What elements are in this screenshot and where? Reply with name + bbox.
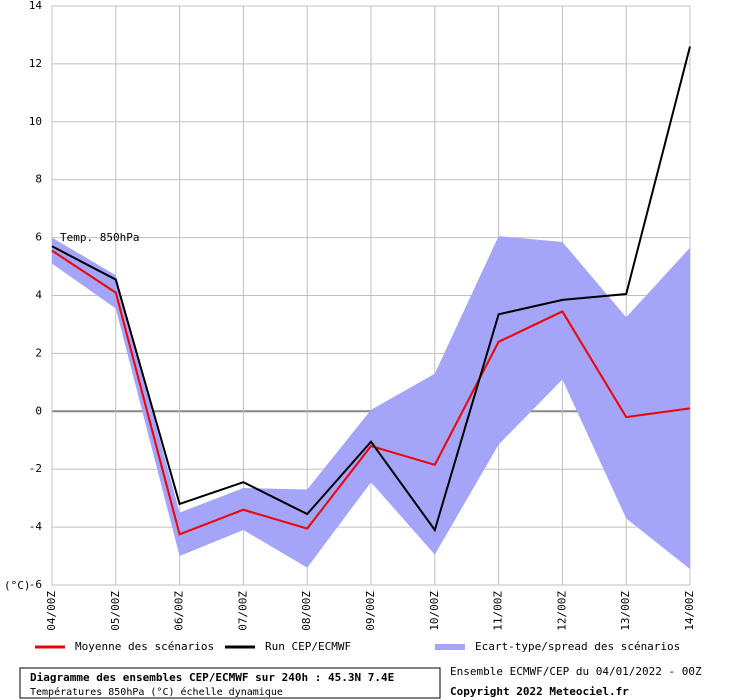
legend-label: Moyenne des scénarios [75,640,214,653]
y-tick-label: 2 [35,346,42,359]
x-tick-label: 12/00Z [555,591,568,631]
y-tick-label: 14 [29,0,43,12]
x-tick-label: 10/00Z [428,591,441,631]
y-tick-label: -4 [29,520,43,533]
x-tick-label: 09/00Z [364,591,377,631]
line [51,249,691,536]
y-tick-label: -6 [29,578,42,591]
y-tick-label: 12 [29,57,42,70]
x-tick-label: 08/00Z [300,591,313,631]
footer-copyright: Copyright 2022 Meteociel.fr [450,685,629,698]
y-tick-label: 6 [35,231,42,244]
footer-title: Diagramme des ensembles CEP/ECMWF sur 24… [30,671,394,684]
footer-run: Ensemble ECMWF/CEP du 04/01/2022 - 00Z [450,665,702,678]
spread-area [52,236,690,570]
x-tick-label: 05/00Z [109,591,122,631]
y-tick-label: 0 [35,404,42,417]
x-tick-label: 11/00Z [492,591,505,631]
footer-box [19,667,441,699]
legend-label: Ecart-type/spread des scénarios [475,640,680,653]
x-tick-label: 04/00Z [45,591,58,631]
y-unit: (°C) [4,579,31,592]
y-tick-label: 10 [29,115,42,128]
y-tick-label: 8 [35,173,42,186]
x-tick-label: 07/00Z [236,591,249,631]
y-tick-label: -2 [29,462,42,475]
x-tick-label: 14/00Z [683,591,696,631]
x-tick-label: 13/00Z [619,591,632,631]
y-tick-label: 4 [35,289,42,302]
footer-subtitle: Températures 850hPa (°C) échelle dynamiq… [30,686,283,698]
x-tick-label: 06/00Z [173,591,186,631]
annotation: Temp. 850hPa [60,231,139,244]
line [51,46,691,533]
legend-label: Run CEP/ECMWF [265,640,351,653]
